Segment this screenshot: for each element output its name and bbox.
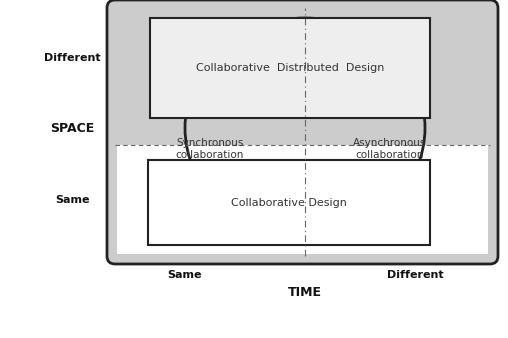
Text: Asynchronous
collaboration: Asynchronous collaboration — [353, 138, 427, 160]
Text: Synchronous
collaboration: Synchronous collaboration — [176, 138, 244, 160]
FancyBboxPatch shape — [117, 145, 488, 254]
FancyBboxPatch shape — [150, 18, 430, 118]
FancyBboxPatch shape — [117, 10, 488, 145]
Text: Same: Same — [168, 270, 202, 280]
Text: Different: Different — [387, 270, 443, 280]
Text: SPACE: SPACE — [50, 121, 94, 135]
Text: Collaborative Design: Collaborative Design — [231, 197, 347, 208]
Text: Collaborative  Distributed  Design: Collaborative Distributed Design — [196, 63, 384, 73]
Text: Different: Different — [44, 53, 100, 63]
Text: Same: Same — [55, 195, 89, 205]
Text: TIME: TIME — [288, 287, 322, 299]
FancyBboxPatch shape — [148, 160, 430, 245]
FancyBboxPatch shape — [107, 0, 498, 264]
